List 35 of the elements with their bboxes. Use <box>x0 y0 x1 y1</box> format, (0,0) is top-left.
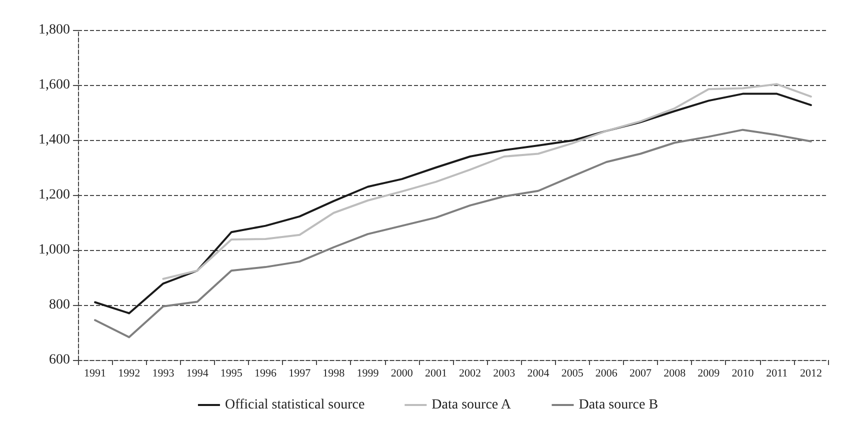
x-tick-label: 1992 <box>118 368 140 380</box>
x-tick-label: 2005 <box>561 368 584 380</box>
x-tick-label: 1993 <box>152 368 175 380</box>
x-tick-label: 2012 <box>800 368 822 380</box>
x-tick-label: 2006 <box>595 368 618 380</box>
y-tick-label: 1,000 <box>38 242 70 258</box>
y-tick-label: 1,200 <box>38 188 70 202</box>
x-tick-label: 1991 <box>84 368 106 380</box>
line-series <box>94 128 812 338</box>
legend-label: Data source A <box>432 398 512 412</box>
x-tick-label: 1994 <box>186 368 209 380</box>
legend-label: Data source B <box>578 398 658 412</box>
x-tick-label: 1996 <box>254 368 277 380</box>
x-tick-label: 2008 <box>664 368 686 380</box>
line-series <box>162 83 812 280</box>
x-tick-label: 2010 <box>732 368 754 380</box>
y-tick-label: 1,600 <box>38 78 70 92</box>
x-tick-label: 2002 <box>459 368 482 380</box>
x-tick-label: 1999 <box>356 368 380 380</box>
x-tick-label: 2001 <box>424 368 447 380</box>
y-tick-label: 1,800 <box>38 22 70 38</box>
x-tick-label: 2004 <box>527 368 550 380</box>
x-tick-label: 1998 <box>322 368 346 380</box>
line-series <box>94 92 812 314</box>
x-tick-label: 2011 <box>766 368 788 380</box>
y-tick-label: 800 <box>49 298 70 312</box>
x-tick-label: 2009 <box>698 368 720 380</box>
x-tick-label: 2007 <box>630 368 652 380</box>
x-tick-label: 2000 <box>390 368 414 380</box>
x-tick-label: 1997 <box>288 368 312 380</box>
x-tick-label: 2003 <box>493 368 516 380</box>
x-tick-label: 1995 <box>220 368 243 380</box>
y-tick-label: 1,400 <box>38 132 70 148</box>
legend-label: Official statistical source <box>224 398 365 412</box>
y-tick-label: 600 <box>49 352 70 368</box>
